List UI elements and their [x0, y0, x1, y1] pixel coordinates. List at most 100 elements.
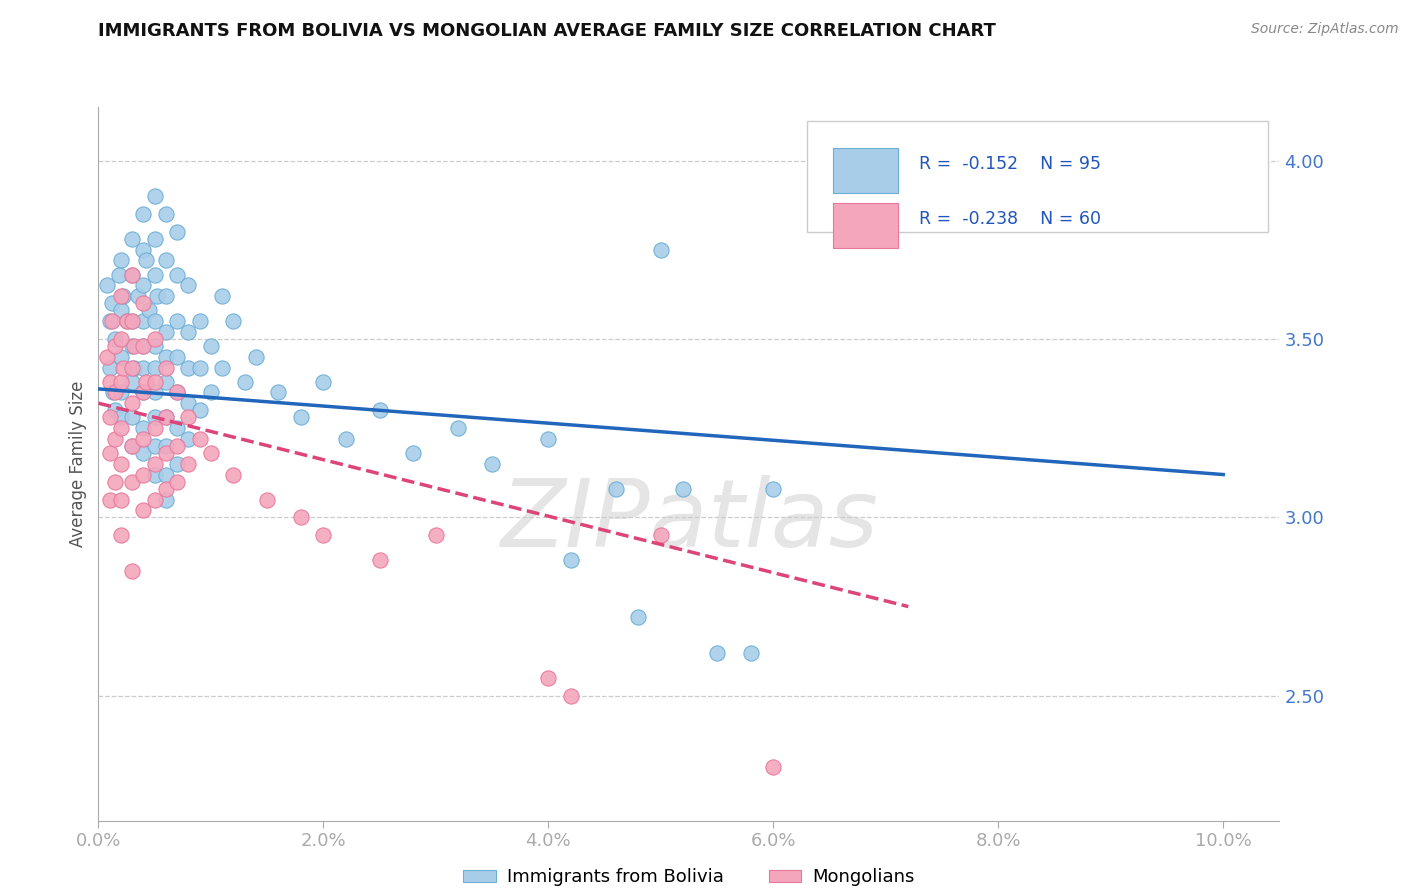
Point — [98, 314, 121, 328]
Point — [121, 314, 143, 328]
Point — [110, 410, 132, 425]
Text: Source: ZipAtlas.com: Source: ZipAtlas.com — [1251, 22, 1399, 37]
Point — [121, 396, 143, 410]
Point — [155, 492, 177, 507]
Point — [166, 421, 188, 435]
Point — [155, 446, 177, 460]
Point — [762, 760, 785, 774]
Point — [110, 457, 132, 471]
Point — [132, 339, 155, 353]
Point — [121, 439, 143, 453]
Point — [132, 314, 155, 328]
Point — [110, 385, 132, 400]
Point — [155, 207, 177, 221]
Point — [98, 375, 121, 389]
Point — [177, 325, 200, 339]
Point — [143, 410, 166, 425]
Point — [98, 446, 121, 460]
Point — [650, 528, 672, 542]
Point — [188, 314, 211, 328]
Point — [177, 360, 200, 375]
Point — [124, 339, 146, 353]
Point — [143, 421, 166, 435]
Bar — [832, 203, 898, 248]
Text: R =  -0.152    N = 95: R = -0.152 N = 95 — [920, 155, 1101, 173]
Point — [166, 439, 188, 453]
Point — [132, 446, 155, 460]
Point — [132, 503, 155, 517]
Point — [166, 268, 188, 282]
Point — [121, 360, 143, 375]
Point — [132, 360, 155, 375]
Point — [188, 403, 211, 417]
Point — [121, 268, 143, 282]
Point — [290, 510, 312, 524]
Point — [101, 296, 124, 310]
Point — [155, 289, 177, 303]
Point — [481, 457, 503, 471]
Point — [155, 325, 177, 339]
Point — [104, 385, 127, 400]
Point — [121, 410, 143, 425]
Point — [447, 421, 470, 435]
Point — [110, 253, 132, 268]
Point — [143, 189, 166, 203]
Point — [101, 314, 124, 328]
Point — [166, 314, 188, 328]
Point — [132, 432, 155, 446]
Point — [155, 410, 177, 425]
Point — [166, 350, 188, 364]
Point — [143, 375, 166, 389]
Point — [143, 360, 166, 375]
Point — [121, 564, 143, 578]
Text: ZIPatlas: ZIPatlas — [501, 475, 877, 566]
Point — [155, 360, 177, 375]
Point — [650, 243, 672, 257]
Bar — [832, 148, 898, 193]
Point — [166, 475, 188, 489]
Y-axis label: Average Family Size: Average Family Size — [69, 381, 87, 547]
Point — [135, 375, 157, 389]
Point — [177, 432, 200, 446]
Point — [110, 375, 132, 389]
Point — [98, 410, 121, 425]
Point — [132, 339, 155, 353]
Point — [110, 492, 132, 507]
Point — [560, 553, 582, 567]
Point — [104, 432, 127, 446]
Point — [121, 439, 143, 453]
Point — [98, 492, 121, 507]
Point — [211, 360, 233, 375]
Point — [627, 610, 650, 624]
Point — [132, 296, 155, 310]
Point — [155, 410, 177, 425]
Point — [143, 385, 166, 400]
Point — [335, 432, 357, 446]
Point — [121, 232, 143, 246]
Point — [200, 385, 222, 400]
Point — [537, 432, 560, 446]
Point — [256, 492, 278, 507]
Point — [143, 268, 166, 282]
Point — [143, 457, 166, 471]
Point — [124, 360, 146, 375]
Point — [112, 360, 135, 375]
Legend: Immigrants from Bolivia, Mongolians: Immigrants from Bolivia, Mongolians — [456, 862, 922, 892]
Point — [402, 446, 425, 460]
Text: IMMIGRANTS FROM BOLIVIA VS MONGOLIAN AVERAGE FAMILY SIZE CORRELATION CHART: IMMIGRANTS FROM BOLIVIA VS MONGOLIAN AVE… — [98, 22, 997, 40]
Point — [96, 278, 118, 293]
FancyBboxPatch shape — [807, 121, 1268, 232]
Point — [233, 375, 256, 389]
Point — [166, 385, 188, 400]
Point — [177, 396, 200, 410]
Point — [104, 332, 127, 346]
Point — [110, 350, 132, 364]
Point — [110, 421, 132, 435]
Point — [115, 314, 138, 328]
Point — [605, 482, 627, 496]
Point — [96, 350, 118, 364]
Point — [706, 646, 728, 660]
Point — [740, 646, 762, 660]
Point — [121, 314, 143, 328]
Point — [211, 289, 233, 303]
